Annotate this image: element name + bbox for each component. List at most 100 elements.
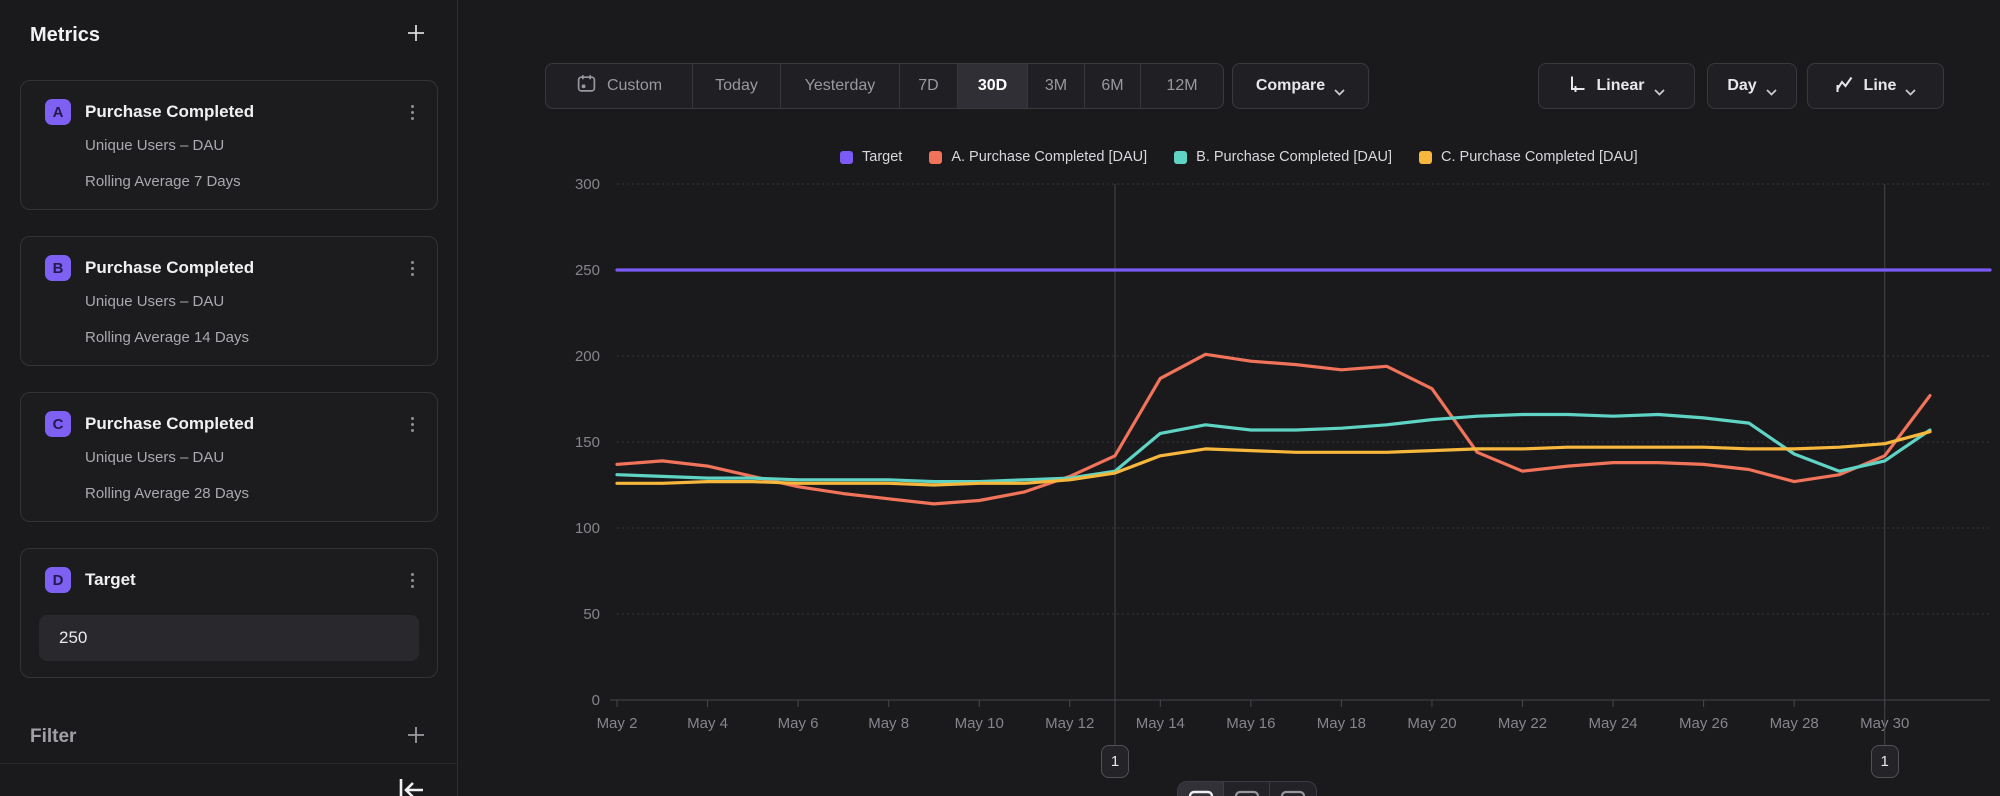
metric-measurement: Unique Users – DAU bbox=[85, 293, 225, 310]
legend-label: Target bbox=[862, 149, 903, 165]
metric-badge: C bbox=[45, 411, 71, 437]
annotation-badge[interactable]: 1 bbox=[1870, 745, 1899, 778]
plus-icon bbox=[405, 724, 427, 751]
metric-card-c[interactable]: C Purchase Completed Unique Users – DAU … bbox=[20, 392, 438, 522]
metric-rolling-average: Rolling Average 28 Days bbox=[85, 485, 249, 502]
chevron-down-icon bbox=[1905, 83, 1917, 96]
legend-swatch bbox=[1174, 150, 1188, 164]
x-axis-tick-label: May 12 bbox=[1045, 715, 1094, 732]
kebab-menu-icon[interactable] bbox=[401, 255, 423, 281]
chart-type-label: Line bbox=[1863, 77, 1897, 94]
chart-legend: Target A. Purchase Completed [DAU] B. Purc… bbox=[840, 149, 1638, 165]
legend-item[interactable]: C. Purchase Completed [DAU] bbox=[1419, 149, 1638, 165]
range-label: Custom bbox=[606, 77, 663, 94]
range-7d[interactable]: 7D bbox=[900, 64, 958, 108]
sidebar-divider bbox=[0, 763, 457, 764]
line-view-icon bbox=[1188, 790, 1214, 796]
range-label: 3M bbox=[1044, 77, 1068, 94]
metrics-sidebar: Metrics A Purchase Completed Unique User… bbox=[0, 0, 458, 796]
interval-label: Day bbox=[1727, 77, 1757, 94]
chevron-down-icon bbox=[1334, 83, 1345, 96]
x-axis-tick-label: May 16 bbox=[1226, 715, 1275, 732]
range-label: 6M bbox=[1101, 77, 1124, 94]
metric-rolling-average: Rolling Average 7 Days bbox=[85, 173, 241, 190]
range-label: 30D bbox=[977, 77, 1008, 94]
range-label: 7D bbox=[918, 77, 939, 94]
collapse-left-icon bbox=[393, 779, 427, 796]
x-axis-tick-label: May 18 bbox=[1317, 715, 1366, 732]
x-axis-tick-label: May 28 bbox=[1770, 715, 1819, 732]
linear-axis-icon bbox=[1568, 74, 1587, 98]
range-yesterday[interactable]: Yesterday bbox=[781, 64, 900, 108]
x-axis-tick-label: May 4 bbox=[687, 715, 728, 732]
series-line[interactable] bbox=[615, 352, 1932, 506]
legend-swatch bbox=[929, 150, 943, 164]
chevron-down-icon bbox=[1766, 83, 1777, 96]
add-filter-button[interactable] bbox=[403, 724, 429, 750]
plus-icon bbox=[405, 22, 427, 49]
compare-label: Compare bbox=[1255, 77, 1326, 94]
metric-card-b[interactable]: B Purchase Completed Unique Users – DAU … bbox=[20, 236, 438, 366]
range-label: Yesterday bbox=[804, 77, 876, 94]
calendar-icon bbox=[576, 73, 597, 99]
series-line[interactable] bbox=[615, 412, 1932, 484]
view-bar-chart-button[interactable] bbox=[1224, 782, 1270, 796]
x-axis-tick-label: May 20 bbox=[1407, 715, 1456, 732]
x-axis-tick-label: May 10 bbox=[955, 715, 1004, 732]
legend-label: C. Purchase Completed [DAU] bbox=[1441, 149, 1638, 165]
range-3m[interactable]: 3M bbox=[1028, 64, 1085, 108]
legend-label: B. Purchase Completed [DAU] bbox=[1196, 149, 1392, 165]
range-today[interactable]: Today bbox=[693, 64, 781, 108]
date-range-selector: Custom Today Yesterday 7D 30D 3M 6M 12M bbox=[545, 63, 1224, 109]
y-axis-tick-label: 100 bbox=[575, 520, 600, 537]
metric-card-a[interactable]: A Purchase Completed Unique Users – DAU … bbox=[20, 80, 438, 210]
range-label: 12M bbox=[1166, 77, 1198, 94]
scale-label: Linear bbox=[1596, 77, 1645, 94]
metric-title: Target bbox=[85, 570, 136, 589]
metric-view-icon bbox=[1280, 790, 1306, 796]
metric-badge: B bbox=[45, 255, 71, 281]
chart-view-switcher bbox=[1177, 781, 1317, 796]
chart-type-selector-button[interactable]: Line bbox=[1807, 63, 1944, 109]
x-axis-tick-label: May 14 bbox=[1136, 715, 1185, 732]
metric-badge: A bbox=[45, 99, 71, 125]
y-axis-tick-label: 50 bbox=[583, 606, 600, 623]
add-metric-button[interactable] bbox=[403, 22, 429, 48]
x-axis-tick-label: May 2 bbox=[597, 715, 638, 732]
x-axis-tick-label: May 26 bbox=[1679, 715, 1728, 732]
target-value-input[interactable]: 250 bbox=[39, 615, 419, 661]
kebab-menu-icon[interactable] bbox=[401, 99, 423, 125]
target-card[interactable]: D Target 250 bbox=[20, 548, 438, 678]
x-axis-tick-label: May 6 bbox=[778, 715, 819, 732]
annotation-badge[interactable]: 1 bbox=[1101, 745, 1130, 778]
y-axis-tick-label: 0 bbox=[592, 692, 600, 709]
range-custom[interactable]: Custom bbox=[546, 64, 693, 108]
filter-heading: Filter bbox=[30, 726, 77, 747]
bar-view-icon bbox=[1234, 790, 1260, 796]
series-line[interactable] bbox=[615, 430, 1932, 487]
range-6m[interactable]: 6M bbox=[1085, 64, 1141, 108]
legend-item[interactable]: Target bbox=[840, 149, 902, 165]
metric-measurement: Unique Users – DAU bbox=[85, 137, 225, 154]
collapse-sidebar-button[interactable] bbox=[393, 775, 427, 796]
x-axis-tick-label: May 8 bbox=[868, 715, 909, 732]
metric-title: Purchase Completed bbox=[85, 258, 255, 277]
compare-button[interactable]: Compare bbox=[1232, 63, 1369, 109]
kebab-menu-icon[interactable] bbox=[401, 567, 423, 593]
range-12m[interactable]: 12M bbox=[1141, 64, 1223, 108]
range-30d[interactable]: 30D bbox=[958, 64, 1028, 108]
y-axis-tick-label: 200 bbox=[575, 348, 600, 365]
metric-rolling-average: Rolling Average 14 Days bbox=[85, 329, 249, 346]
line-chart-icon bbox=[1835, 74, 1855, 98]
view-line-chart-button[interactable] bbox=[1178, 782, 1224, 796]
metrics-heading: Metrics bbox=[30, 23, 101, 46]
legend-item[interactable]: B. Purchase Completed [DAU] bbox=[1174, 149, 1392, 165]
legend-swatch bbox=[840, 150, 853, 164]
view-metric-button[interactable] bbox=[1270, 782, 1316, 796]
interval-selector-button[interactable]: Day bbox=[1707, 63, 1797, 109]
x-axis-tick-label: May 24 bbox=[1588, 715, 1637, 732]
legend-item[interactable]: A. Purchase Completed [DAU] bbox=[929, 149, 1147, 165]
scale-selector-button[interactable]: Linear bbox=[1538, 63, 1695, 109]
kebab-menu-icon[interactable] bbox=[401, 411, 423, 437]
